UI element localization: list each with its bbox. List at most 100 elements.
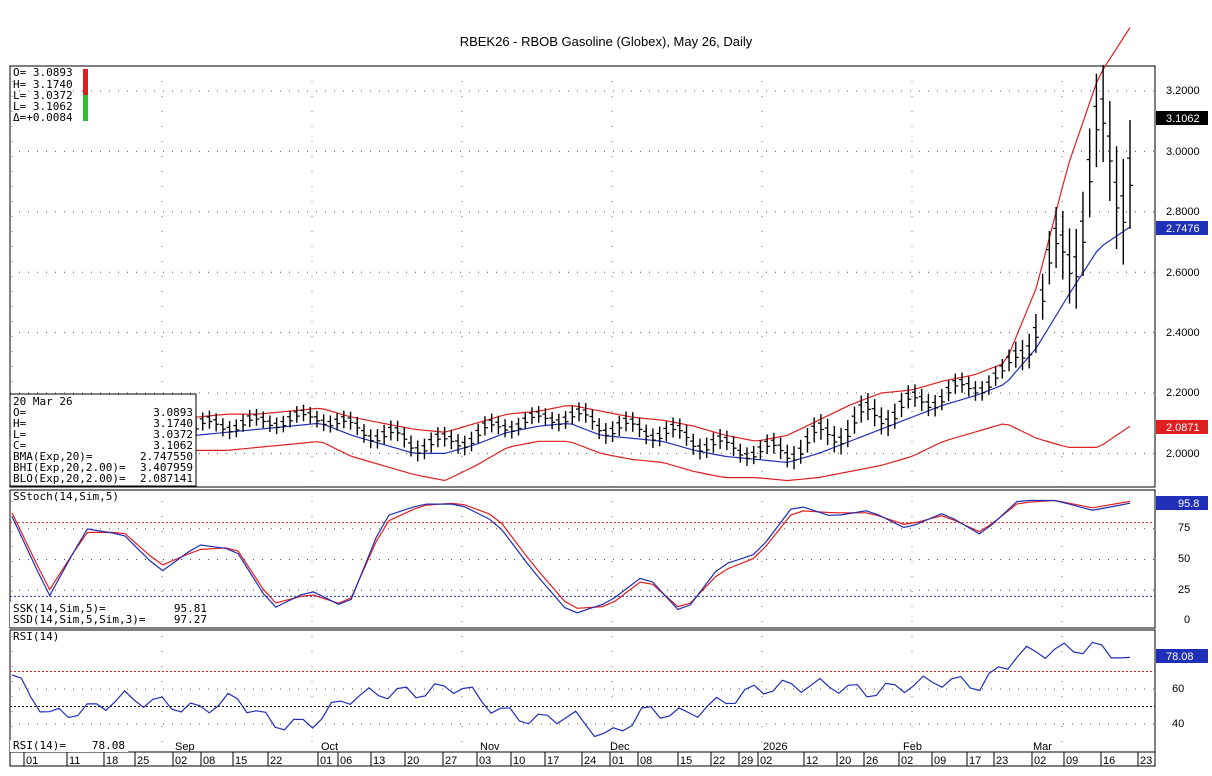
stoch-badge-bg [1156, 496, 1208, 510]
middle-band-line [195, 226, 1131, 464]
chart-title: RBEK26 - RBOB Gasoline (Globex), May 26,… [460, 34, 753, 49]
day-label: 20 [407, 755, 419, 767]
info-value: 3.407959 [140, 461, 193, 474]
day-label: 17 [969, 755, 981, 767]
day-label: 02 [1034, 755, 1046, 767]
month-labels: Sep Oct Nov Dec 2026 Feb Mar [175, 741, 1052, 753]
day-label: 08 [640, 755, 652, 767]
bollinger-bands [195, 27, 1131, 482]
month-label: Feb [903, 741, 922, 753]
rsi-tick: 40 [1172, 718, 1184, 730]
day-label: 20 [839, 755, 851, 767]
rsi-label: RSI(14)= [13, 739, 66, 752]
stoch-tick: 50 [1178, 553, 1190, 565]
day-label: 15 [235, 755, 247, 767]
month-label: Dec [610, 741, 630, 753]
rsi-badge-bg [1156, 649, 1208, 663]
day-label: 23 [996, 755, 1008, 767]
price-tick: 2.0000 [1166, 448, 1200, 460]
ohlc-line: Δ=+0.0084 [13, 111, 73, 124]
month-label: Mar [1033, 741, 1052, 753]
upper-band-line [195, 27, 1131, 442]
info-label: O= [13, 406, 27, 419]
stoch-header: SStoch(14,Sim,5) [13, 490, 119, 503]
day-label: 09 [1066, 755, 1078, 767]
day-label: 06 [340, 755, 352, 767]
day-label: 01 [612, 755, 624, 767]
low-badge-bg [1156, 420, 1208, 434]
day-label: 24 [584, 755, 596, 767]
stoch-value: 97.27 [174, 613, 207, 626]
price-tick: 3.2000 [1166, 85, 1200, 97]
price-bars [193, 65, 1133, 470]
rsi-line [11, 641, 1131, 738]
day-label: 11 [69, 755, 80, 767]
close-badge: 3.1062 [1166, 113, 1200, 125]
day-label: 12 [806, 755, 818, 767]
day-label: 17 [547, 755, 559, 767]
day-label: 09 [934, 755, 946, 767]
info-label: C= [13, 439, 27, 452]
mid-badge-bg [1156, 221, 1208, 235]
day-label: 15 [680, 755, 692, 767]
info-label: BMA(Exp,20)= [13, 450, 93, 463]
price-tick: 2.4000 [1166, 327, 1200, 339]
info-value: 3.1740 [153, 417, 193, 430]
price-axis: 3.2000 3.0000 2.8000 2.6000 2.4000 2.200… [1166, 85, 1200, 460]
info-label: BLO(Exp,20,2.00)= [13, 472, 126, 485]
day-label: 10 [513, 755, 525, 767]
day-label: 27 [445, 755, 457, 767]
month-label: Oct [321, 741, 338, 753]
price-tick: 2.8000 [1166, 206, 1200, 218]
stoch-value: 95.81 [174, 602, 207, 615]
day-label: 01 [26, 755, 38, 767]
stoch-tick: 75 [1178, 522, 1190, 534]
stoch-badge: 95.8 [1178, 498, 1199, 510]
day-label: 18 [106, 755, 118, 767]
info-label: H= [13, 417, 27, 430]
ohlc-line: O= 3.0893 [13, 66, 73, 79]
day-label: 08 [203, 755, 215, 767]
month-label: Sep [175, 741, 195, 753]
rsi-panel-frame [9, 629, 1156, 753]
grid-dots [10, 66, 1155, 752]
month-label: 2026 [763, 741, 787, 753]
day-label: 22 [270, 755, 282, 767]
day-label: 02 [901, 755, 913, 767]
day-label: 02 [175, 755, 187, 767]
low-badge: 2.0871 [1166, 422, 1200, 434]
info-value: 3.0372 [153, 428, 193, 441]
stoch-axis: 75 50 25 0 [1178, 522, 1190, 626]
info-box: 20 Mar 26 O= 3.0893 H= 3.1740 L= 3.0372 … [13, 395, 193, 485]
mid-badge: 2.7476 [1166, 223, 1200, 235]
price-tick: 2.6000 [1166, 267, 1200, 279]
month-label: Nov [480, 741, 500, 753]
info-label: BHI(Exp,20,2.00)= [13, 461, 126, 474]
stoch-legend: SSK(14,Sim,5)= 95.81 SSD(14,Sim,5,Sim,3)… [13, 602, 207, 626]
rsi-legend-bg [10, 740, 128, 752]
rsi-badge: 78.08 [1166, 651, 1194, 663]
day-label: 01 [320, 755, 332, 767]
rsi-line [11, 641, 1131, 738]
rsi-axis: 60 40 [1172, 683, 1184, 730]
info-label: L= [13, 428, 27, 441]
day-label: 25 [137, 755, 149, 767]
info-value: 3.1062 [153, 439, 193, 452]
ohlc-legend: O= 3.0893 H= 3.1740 L= 3.0372 L= 3.1062 … [13, 66, 73, 124]
day-label: 13 [373, 755, 385, 767]
price-tick: 2.2000 [1166, 387, 1200, 399]
stochastic-lines [11, 499, 1131, 614]
info-value: 2.747550 [140, 450, 193, 463]
stoch-d-line [11, 499, 1131, 609]
close-badge-bg [1156, 111, 1208, 125]
price-tick: 3.0000 [1166, 146, 1200, 158]
info-box-bg [9, 393, 197, 487]
info-date: 20 Mar 26 [13, 395, 73, 408]
price-panel-frame [9, 65, 1156, 488]
day-label: 22 [713, 755, 725, 767]
stoch-tick: 25 [1178, 584, 1190, 596]
info-value: 2.087141 [140, 472, 193, 485]
ohlc-candle-red [83, 69, 88, 95]
day-label: 02 [760, 755, 772, 767]
